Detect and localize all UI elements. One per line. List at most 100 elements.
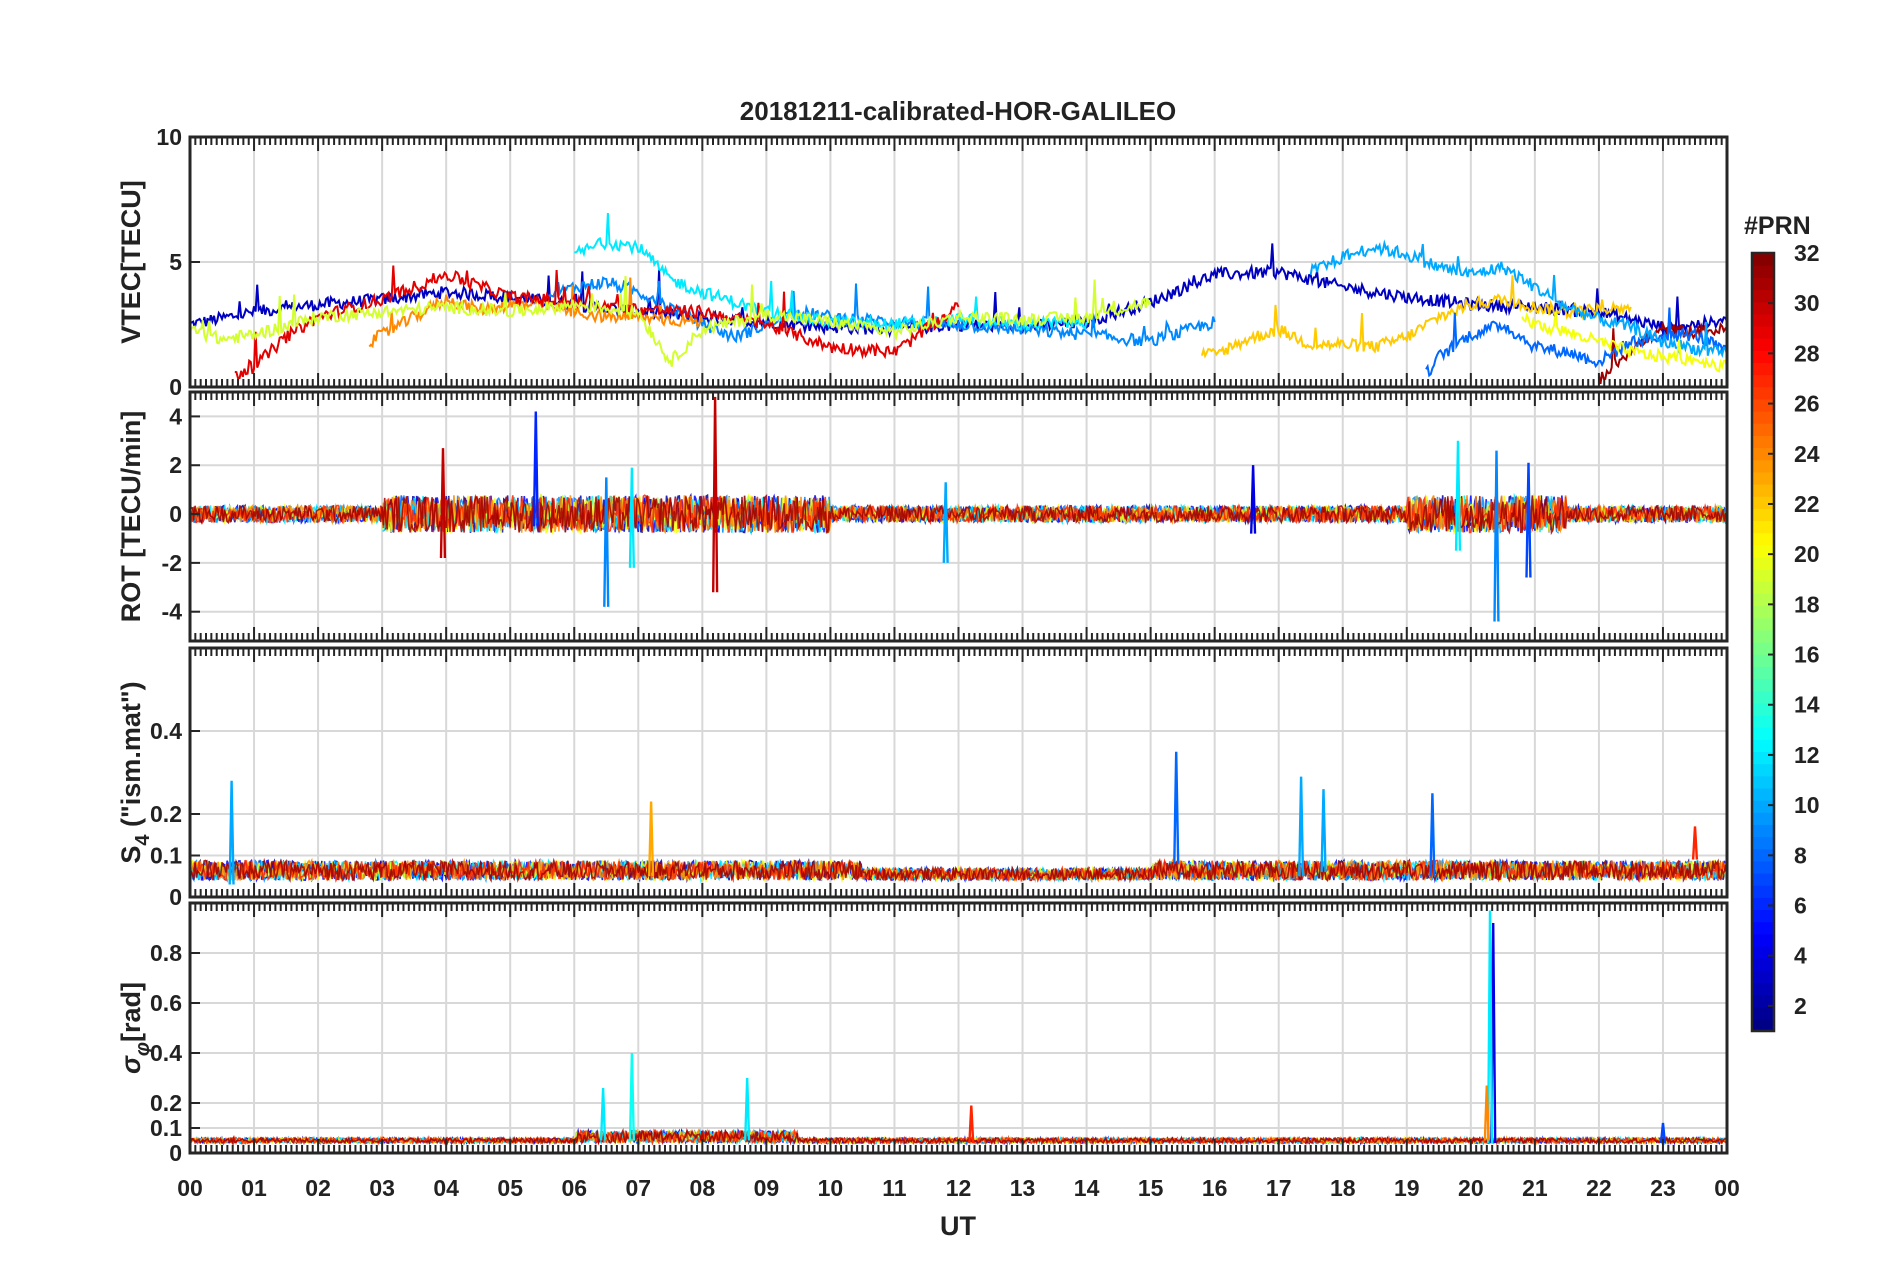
colorbar-segment: [1752, 666, 1774, 680]
colorbar-segment: [1752, 617, 1774, 631]
spike-prn-13: [628, 1052, 635, 1141]
colorbar-segment: [1752, 556, 1774, 570]
y-tick-label: 5: [169, 249, 182, 275]
spike-prn-8: [1173, 751, 1180, 864]
colorbar-segment: [1752, 459, 1774, 473]
spike-prn-6: [532, 411, 539, 527]
colorbar-tick-label: 8: [1794, 842, 1807, 868]
colorbar-segment: [1752, 812, 1774, 825]
colorbar-segment: [1752, 301, 1774, 315]
y-tick-label: 0: [169, 884, 182, 910]
colorbar-segment: [1752, 423, 1774, 436]
colorbar-segment: [1752, 374, 1774, 388]
colorbar-tick-label: 22: [1794, 491, 1820, 517]
series-group: [190, 213, 1727, 385]
chart-title: 20181211-calibrated-HOR-GALILEO: [740, 96, 1176, 126]
x-tick-label: 22: [1586, 1175, 1612, 1201]
colorbar-segment: [1752, 727, 1774, 740]
x-tick-label: 00: [177, 1175, 203, 1201]
y-axis-label-main: σ: [116, 1055, 146, 1074]
colorbar-segment: [1752, 532, 1774, 546]
spike-prn-9: [1493, 450, 1500, 622]
spike-prn-27: [968, 1105, 975, 1144]
colorbar-tick-label: 30: [1794, 290, 1820, 316]
y-axis-label: VTEC[TECU]: [116, 180, 146, 344]
colorbar-tick-label: 16: [1794, 642, 1820, 668]
spike-prn-10: [1298, 776, 1305, 877]
colorbar-segment: [1752, 933, 1774, 947]
spike-prn-12: [1486, 910, 1494, 1144]
colorbar-segment: [1752, 447, 1774, 461]
colorbar-tick-label: 28: [1794, 340, 1820, 366]
colorbar-tick-label: 18: [1794, 591, 1820, 617]
spike-prn-10: [942, 482, 949, 563]
colorbar-segment: [1752, 411, 1774, 424]
y-tick-label: 2: [169, 452, 182, 478]
y-axis-label-rest: [rad]: [116, 982, 146, 1042]
x-tick-label: 04: [433, 1175, 459, 1201]
colorbar-segment: [1752, 593, 1774, 607]
x-tick-label: 03: [369, 1175, 395, 1201]
y-tick-label: 0.4: [150, 718, 182, 744]
colorbar-segment: [1752, 714, 1774, 728]
x-tick-label: 00: [1714, 1175, 1740, 1201]
colorbar-segment: [1752, 338, 1774, 351]
y-axis-label-sub: φ: [132, 1042, 154, 1056]
spike-prn-30: [439, 448, 447, 559]
y-tick-label: 4: [169, 403, 182, 429]
spike-prn-24: [1483, 1085, 1490, 1141]
panel-vtec: 0 5 10 VTEC[TECU]: [116, 124, 1729, 400]
colorbar-segment: [1752, 678, 1774, 692]
spike-prn-10: [1320, 789, 1327, 873]
x-tick-label: 20: [1458, 1175, 1484, 1201]
vtec-line-prn-22: [1200, 275, 1632, 359]
colorbar-title: #PRN: [1744, 212, 1811, 240]
colorbar-segment: [1752, 775, 1774, 789]
spike-prn-7: [1525, 462, 1532, 578]
colorbar-segment: [1752, 544, 1774, 558]
spike-prn-12: [744, 1077, 751, 1141]
colorbar-tick-label: 12: [1794, 742, 1820, 768]
colorbar-segment: [1752, 581, 1774, 594]
colorbar-segment: [1752, 654, 1774, 667]
colorbar-segment: [1752, 386, 1774, 400]
x-tick-label: 07: [625, 1175, 651, 1201]
colorbar-segment: [1752, 277, 1774, 291]
y-tick-label: -2: [162, 550, 182, 576]
y-axis-label: S4 ("ism.mat"): [116, 681, 154, 863]
noise-trace-prn-27: [190, 494, 1727, 534]
colorbar-segment: [1752, 909, 1774, 923]
y-tick-label: 10: [156, 124, 182, 150]
colorbar-segment: [1752, 739, 1774, 753]
colorbar-segment: [1752, 751, 1774, 765]
colorbar-segment: [1752, 629, 1774, 643]
colorbar-segment: [1752, 496, 1774, 509]
colorbar-tick-label: 2: [1794, 993, 1807, 1019]
colorbar-tick-label: 14: [1794, 692, 1820, 718]
x-tick-label: 05: [497, 1175, 523, 1201]
spike-prn-23: [648, 801, 655, 877]
panel-sigphi: 00.10.2 0.4 0.6 0.8 σφ[rad]: [116, 901, 1729, 1166]
colorbar-segment: [1752, 435, 1774, 449]
colorbar-segment: [1752, 642, 1774, 655]
colorbar-segment: [1752, 325, 1774, 339]
x-tick-label: 01: [241, 1175, 267, 1201]
colorbar-tick-label: 24: [1794, 441, 1820, 467]
colorbar-segment: [1752, 471, 1774, 485]
x-axis-label: UT: [940, 1211, 976, 1241]
colorbar-segment: [1752, 994, 1774, 1008]
colorbar-segment: [1752, 848, 1774, 862]
colorbar-segment: [1752, 872, 1774, 886]
x-tick-label: 02: [305, 1175, 331, 1201]
y-tick-label: -4: [162, 599, 183, 625]
colorbar-segment: [1752, 970, 1774, 983]
spike-prn-4: [1250, 465, 1257, 534]
colorbar-tick-label: 10: [1794, 792, 1820, 818]
x-tick-label: 21: [1522, 1175, 1548, 1201]
colorbar-segment: [1752, 885, 1774, 898]
spike-prn-12: [1454, 440, 1462, 551]
spike-prn-30: [712, 396, 719, 593]
y-tick-label: 0.8: [150, 940, 182, 966]
